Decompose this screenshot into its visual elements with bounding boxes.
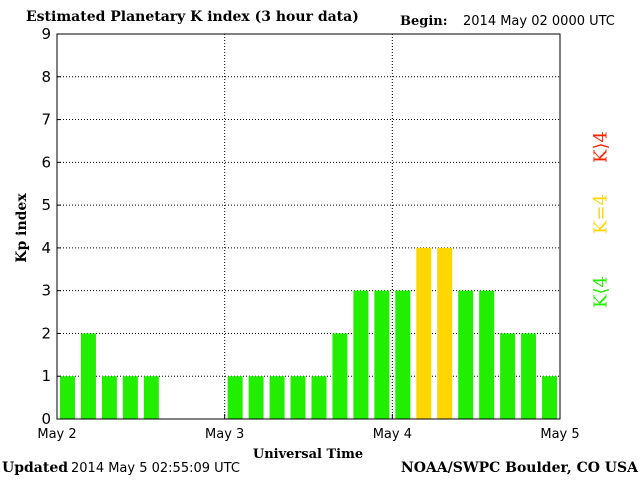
begin-label: Begin:: [400, 14, 448, 29]
kp-bar: [101, 376, 117, 419]
y-tick-label: 6: [41, 153, 51, 171]
x-axis-ticks: May 2 May 3 May 4 May 5: [37, 414, 580, 442]
x-tick-label: May 5: [540, 427, 579, 442]
updated-value: 2014 May 5 02:55:09 UTC: [71, 461, 240, 476]
y-tick-label: 7: [41, 111, 51, 129]
kp-bar: [458, 290, 474, 419]
kp-bar: [437, 247, 453, 419]
kp-bar: [122, 376, 138, 419]
legend-k-above-4: K⟩4: [590, 131, 612, 163]
kp-bar: [248, 376, 264, 419]
x-tick-label: May 3: [205, 427, 244, 442]
y-tick-label: 4: [41, 239, 51, 257]
chart-title: Estimated Planetary K index (3 hour data…: [26, 9, 359, 25]
y-tick-label: 0: [41, 410, 51, 428]
plot-frame: [56, 33, 561, 420]
y-tick-label: 1: [41, 367, 51, 385]
x-axis-label: Universal Time: [252, 447, 364, 462]
bars-group: [59, 247, 558, 419]
x-tick-label: May 2: [37, 427, 76, 442]
x-tick-label: May 4: [373, 427, 412, 442]
begin-value: 2014 May 02 0000 UTC: [463, 14, 615, 29]
kp-bar: [374, 290, 390, 419]
grid-lines: [57, 34, 560, 419]
y-tick-label: 8: [41, 68, 51, 86]
kp-bar: [143, 376, 159, 419]
y-axis-ticks: 0 1 2 3 4 5 6 7 8 9: [41, 25, 61, 428]
y-tick-label: 5: [41, 196, 51, 214]
kp-bar: [416, 247, 432, 419]
kp-bar: [500, 333, 516, 419]
kp-bar: [311, 376, 327, 419]
kp-bar: [59, 376, 75, 419]
legend-k-equal-4: K=4: [590, 194, 612, 234]
kp-bar: [332, 333, 348, 419]
source-credit: NOAA/SWPC Boulder, CO USA: [400, 460, 638, 476]
updated-label: Updated: [2, 460, 69, 476]
kp-bar: [521, 333, 537, 419]
kp-bar: [479, 290, 495, 419]
kp-bar: [269, 376, 285, 419]
kp-bar: [290, 376, 306, 419]
y-tick-label: 3: [41, 282, 51, 300]
y-axis-label: Kp index: [14, 193, 30, 263]
kp-bar: [80, 333, 96, 419]
kp-bar: [227, 376, 243, 419]
y-tick-label: 9: [41, 25, 51, 43]
legend-k-below-4: K⟨4: [590, 276, 612, 308]
kp-bar: [542, 376, 558, 419]
kp-bar: [395, 290, 411, 419]
y-tick-label: 2: [41, 324, 51, 342]
kp-bar: [353, 290, 369, 419]
